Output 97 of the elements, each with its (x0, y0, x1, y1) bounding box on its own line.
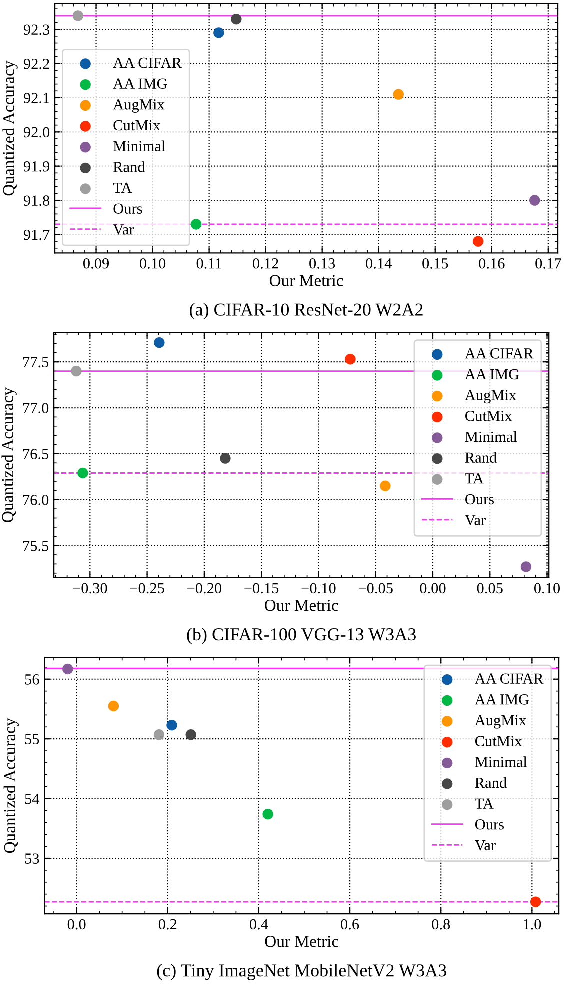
legend-label: Ours (475, 820, 504, 830)
x-tick-label: 0.6 (341, 919, 360, 930)
point (262, 808, 274, 820)
legend-label: AA IMG (465, 369, 520, 380)
x-tick-label: −0.20 (188, 583, 222, 594)
legend-label: AA IMG (113, 78, 168, 89)
x-tick-label: 0.17 (536, 258, 562, 269)
x-tick-label: −0.30 (73, 583, 108, 594)
x-tick-label: 0.09 (83, 258, 110, 269)
point (78, 468, 88, 479)
point (520, 562, 532, 572)
x-tick-label: 0.15 (422, 258, 448, 269)
point (154, 730, 165, 740)
legend-label: Minimal (465, 431, 518, 442)
point (380, 480, 391, 492)
point (190, 219, 202, 230)
x-tick-label: 0.4 (250, 919, 268, 930)
legend-label: TA (113, 182, 132, 194)
legend-label: AA CIFAR (465, 348, 534, 359)
legend-label: CutMix (114, 120, 160, 131)
point (166, 720, 178, 731)
text: (b) CIFAR-100 VGG-13 W3A3 (187, 628, 416, 644)
point (231, 14, 242, 25)
legend-label: Minimal (114, 140, 166, 152)
y-tick-label: 75.5 (23, 541, 49, 552)
x-tick-label: −0.05 (358, 583, 393, 594)
x-tick-label: 0.05 (477, 583, 503, 594)
point (472, 236, 484, 247)
legend-label: Minimal (475, 756, 528, 768)
point (529, 195, 540, 206)
point (71, 366, 82, 377)
x-tick-label: 0.10 (140, 258, 166, 269)
x-tick-label: 0.13 (310, 258, 336, 269)
legend-label: Ours (114, 204, 142, 214)
x-tick-label: 0.2 (158, 919, 177, 930)
y-tick-label: 91.9 (24, 162, 50, 172)
x-tick-label: 0.10 (534, 583, 560, 594)
legend-label: AA CIFAR (475, 674, 544, 684)
y-tick-label: 92.0 (24, 127, 50, 138)
x-tick-label: −0.15 (244, 583, 279, 594)
y-tick-label: 56 (25, 674, 40, 685)
x-tick-label: 0.14 (366, 258, 392, 269)
y-tick-label: 77.5 (23, 357, 49, 368)
x-tick-label: 0.00 (420, 583, 446, 594)
point (345, 354, 356, 365)
y-tick-label: 54 (25, 794, 40, 804)
text: (a) CIFAR-10 ResNet-20 W2A2 (190, 303, 423, 320)
legend-label: AugMix (113, 100, 165, 113)
ref-line-label: Var (113, 224, 134, 235)
point (108, 700, 120, 712)
x-axis-title: Our Metric (265, 936, 339, 948)
legend-label: CutMix (466, 411, 512, 422)
y-tick-label: 55 (25, 734, 40, 745)
point (72, 10, 84, 22)
y-tick-label: 92.2 (24, 58, 50, 70)
x-tick-label: 0.12 (253, 258, 278, 269)
legend-label: AA IMG (475, 694, 530, 705)
point (214, 28, 224, 38)
x-tick-label: 1.0 (524, 919, 542, 930)
point (530, 896, 542, 908)
x-tick-label: 0.0 (68, 919, 86, 930)
legend-label: Rand (475, 777, 507, 788)
y-tick-label: 92.3 (24, 24, 50, 36)
y-tick-label: 76.5 (23, 449, 49, 460)
y-tick-label: 92.1 (24, 93, 50, 104)
point (154, 337, 165, 348)
x-tick-label: 0.8 (432, 919, 450, 930)
y-axis-title: Quantized Accuracy (2, 60, 18, 196)
point (186, 730, 196, 740)
legend-label: AugMix (465, 390, 516, 404)
y-tick-label: 91.8 (24, 196, 50, 206)
y-axis-title: Quantized Accuracy (4, 718, 19, 854)
legend-label: AugMix (475, 715, 526, 729)
x-axis-title: Our Metric (265, 600, 338, 612)
point (393, 89, 404, 100)
legend-label: CutMix (475, 736, 522, 747)
legend-label: TA (475, 798, 494, 809)
point (62, 664, 74, 675)
legend-label: Rand (465, 452, 497, 463)
x-tick-label: 0.11 (196, 258, 222, 269)
legend-label: TA (465, 474, 484, 484)
x-axis-title: Our Metric (270, 275, 344, 286)
text: (c) Tiny ImageNet MobileNetV2 W3A3 (157, 964, 446, 980)
y-axis-title: Quantized Accuracy (2, 388, 17, 522)
y-tick-label: 77.0 (23, 403, 49, 414)
legend-label: Var (475, 840, 496, 851)
y-tick-label: 53 (25, 854, 40, 864)
y-tick-label: 76.0 (23, 495, 49, 506)
legend-label: AA CIFAR (113, 58, 182, 68)
legend-label: Var (465, 515, 486, 526)
legend-label: Ours (466, 494, 494, 505)
x-tick-label: −0.10 (302, 583, 336, 594)
x-tick-label: 0.16 (479, 258, 505, 269)
legend-label: Rand (114, 162, 146, 172)
point (220, 453, 231, 464)
y-tick-label: 91.7 (24, 230, 50, 240)
x-tick-label: −0.25 (130, 583, 164, 594)
